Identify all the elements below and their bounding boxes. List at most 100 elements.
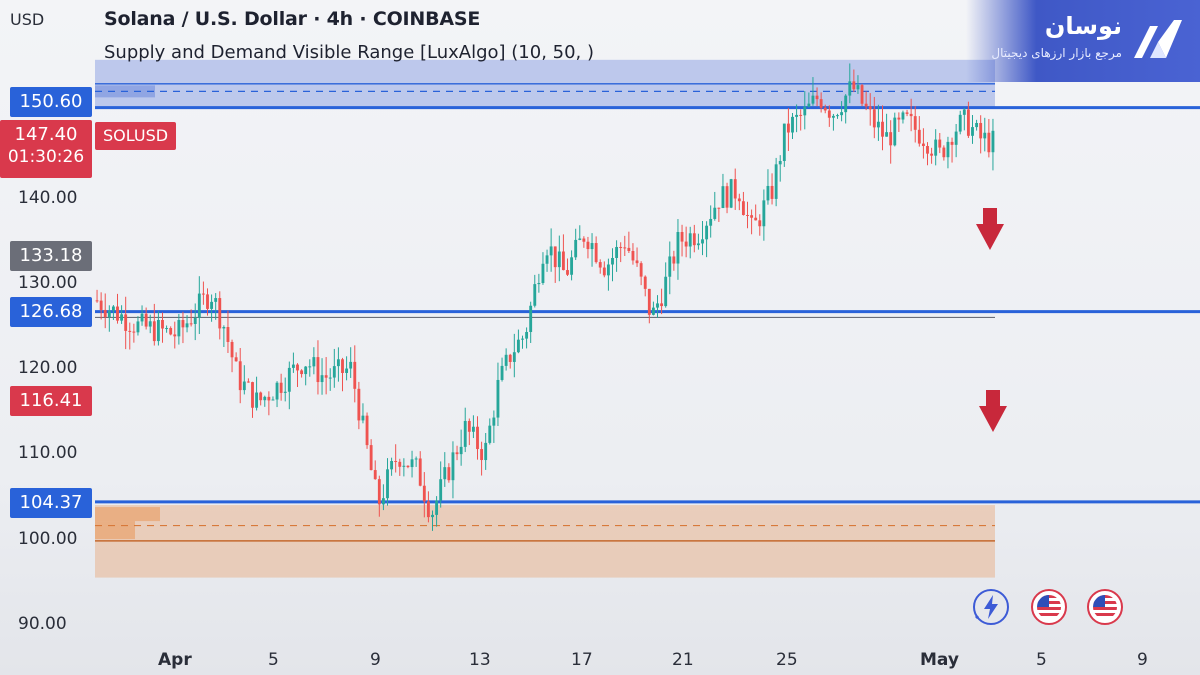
candle-body (156, 319, 160, 342)
candle-body (386, 469, 389, 499)
candle-body (574, 239, 578, 258)
candle-body (177, 320, 181, 337)
candle-body (349, 361, 353, 369)
candle-body (189, 323, 193, 325)
candle-body (476, 426, 479, 450)
level-lines (95, 106, 1200, 504)
candle-body (222, 327, 226, 329)
candle-body (692, 233, 696, 246)
candle-body (255, 392, 259, 408)
candle-body (291, 364, 295, 368)
indicator-label[interactable]: Supply and Demand Visible Range [LuxAlgo… (104, 42, 595, 63)
candle-body (169, 328, 173, 335)
time-label: 9 (1137, 650, 1148, 670)
price-label-target: 116.41 (10, 386, 92, 416)
candle-body (557, 251, 561, 268)
candle-body (639, 263, 643, 277)
candle-body (852, 81, 856, 90)
candle-body (651, 307, 655, 315)
candle-body (819, 99, 823, 108)
candle-body (173, 334, 177, 337)
candle-body (443, 467, 447, 480)
price-tick: 130.00 (18, 273, 78, 293)
candle-body (680, 232, 684, 242)
candle-body (627, 247, 631, 251)
candle-body (381, 498, 385, 505)
time-label: 5 (1036, 650, 1047, 670)
candle-body (312, 357, 316, 367)
candle-body (545, 255, 549, 264)
candle-body (782, 123, 786, 161)
candle-body (341, 359, 344, 373)
down-arrow-icon (976, 208, 1004, 250)
candle-body (860, 85, 864, 104)
candle-body (848, 81, 852, 96)
candle-body (541, 263, 545, 284)
candle-body (296, 364, 299, 371)
candle-body (905, 112, 909, 114)
candle-body (962, 109, 966, 115)
candle-body (578, 238, 582, 240)
candle-body (525, 331, 529, 339)
candle-body (529, 305, 533, 332)
candle-body (840, 112, 844, 116)
candle-body (361, 415, 365, 421)
candle-body (713, 207, 717, 219)
candle-body (398, 461, 402, 467)
candle-body (328, 377, 332, 379)
candle-body (435, 500, 439, 515)
candle-body (778, 160, 782, 165)
us-flag-icon[interactable] (1086, 588, 1124, 626)
candle-body (365, 415, 369, 446)
candle-body (488, 425, 492, 443)
candle-body (116, 306, 119, 321)
candle-body (758, 220, 762, 227)
lightning-icon[interactable] (972, 588, 1010, 626)
candle-body (979, 122, 983, 139)
candle-body (431, 514, 434, 518)
currency-label: USD (10, 10, 45, 29)
candle-body (496, 379, 500, 418)
price-tick: 140.00 (18, 188, 78, 208)
zones-layer (95, 59, 995, 578)
price-tick: 120.00 (18, 358, 78, 378)
us-flag-icon[interactable] (1030, 588, 1068, 626)
candle-body (484, 442, 488, 461)
candle-body (140, 313, 144, 322)
candle-body (668, 256, 672, 277)
candle-body (406, 465, 410, 468)
chart-title[interactable]: Solana / U.S. Dollar · 4h · COINBASE (104, 8, 481, 30)
candle-body (500, 365, 504, 380)
candle-body (426, 501, 430, 518)
time-label: Apr (158, 650, 192, 670)
price-label-level: 150.60 (10, 87, 92, 117)
candle-body (917, 129, 921, 144)
candle-body (754, 217, 758, 221)
candle-body (889, 132, 893, 146)
candle-body (696, 243, 700, 246)
candle-body (795, 114, 799, 117)
candle-body (811, 95, 815, 104)
candle-body (304, 366, 308, 375)
candle-body (471, 426, 475, 432)
candle-body (214, 298, 218, 302)
candle-body (283, 391, 287, 393)
candle-body (414, 458, 418, 460)
candle-body (279, 382, 283, 393)
candle-body (901, 112, 905, 120)
candle-body (336, 359, 340, 367)
candle-body (210, 301, 214, 309)
candle-body (553, 246, 557, 268)
candle-body (206, 294, 209, 309)
candle-body (791, 116, 794, 133)
candle-body (733, 179, 737, 199)
candle-body (132, 331, 136, 333)
candle-body (770, 185, 774, 199)
candle-body (504, 354, 508, 366)
candle-body (623, 247, 627, 249)
candle-body (586, 241, 590, 250)
candle-body (369, 445, 373, 471)
candle-body (897, 117, 901, 120)
time-label: May (920, 650, 959, 670)
